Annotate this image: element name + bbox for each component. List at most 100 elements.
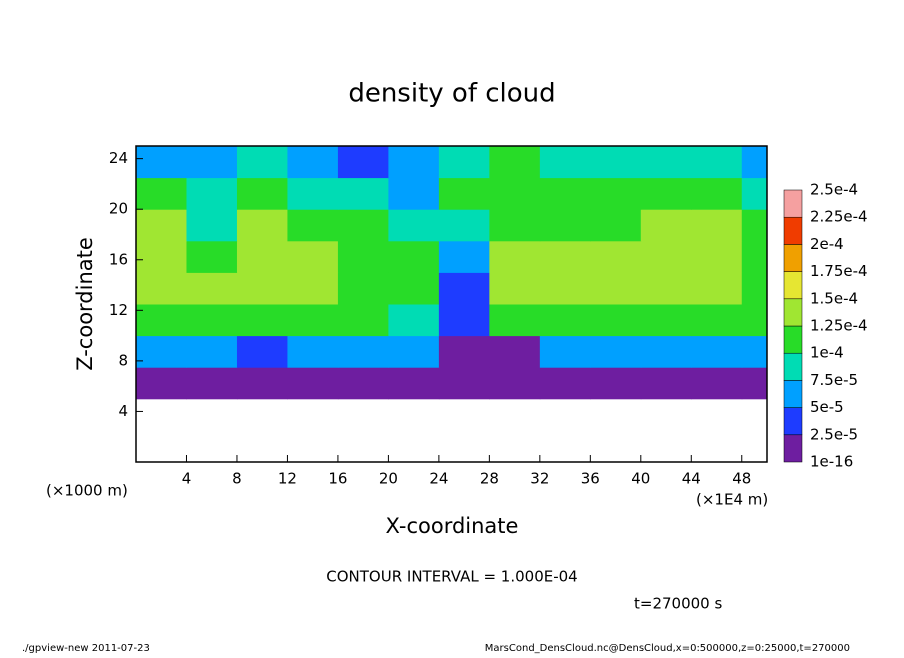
cell [388,146,440,179]
x-tick-label: 16 [328,470,347,488]
cell [438,335,490,368]
colorbar-label: 2e-4 [810,235,844,253]
cell [186,177,238,210]
x-tick-label: 4 [182,470,192,488]
cell [186,209,238,242]
cell [590,272,642,305]
cell [186,240,238,273]
cell [590,146,642,179]
x-tick-label: 8 [232,470,242,488]
cell [287,209,339,242]
colorbar-label: 1e-4 [810,344,844,362]
cell [741,146,768,179]
cell [136,272,187,305]
cell [691,146,743,179]
x-tick-label: 36 [581,470,600,488]
cell [136,209,187,242]
cell [741,304,768,337]
colorbar-label: 2.5e-5 [810,425,858,443]
cell [136,177,187,210]
cell [640,272,692,305]
time-note: t=270000 s [634,595,722,613]
y-tick-label: 8 [118,351,128,369]
colorbar-box [783,325,803,354]
cell [287,272,339,305]
cell [337,272,389,305]
cell [691,335,743,368]
y-axis-label: Z-coordinate [73,237,97,371]
cell [136,367,187,400]
cell [236,177,288,210]
cell [236,304,288,337]
colorbar-label: 2.25e-4 [810,208,868,226]
cell [741,335,768,368]
cell [337,146,389,179]
cell [136,304,187,337]
colorbar-label: 7.5e-5 [810,371,858,389]
colorbar-box [783,189,803,218]
cell [539,367,591,400]
y-tick-label: 20 [109,200,128,218]
cell [691,367,743,400]
cell [236,367,288,400]
cell [741,209,768,242]
cell [337,367,389,400]
cell [590,335,642,368]
cell [438,272,490,305]
cell [136,146,187,179]
colorbar-box [783,244,803,272]
x-tick-label: 28 [480,470,499,488]
x-tick-label: 12 [278,470,297,488]
y-tick-label: 12 [109,301,128,319]
cell [691,240,743,273]
cell [287,304,339,337]
cell [388,335,440,368]
colorbar-label: 1.25e-4 [810,317,868,335]
cell [691,304,743,337]
cell [236,240,288,273]
cell [691,272,743,305]
cell [590,367,642,400]
cell [337,240,389,273]
cell [438,240,490,273]
cell [539,335,591,368]
cell [337,177,389,210]
cell [287,335,339,368]
x-tick-label: 24 [429,470,448,488]
footer-left: ./gpview-new 2011-07-23 [22,643,150,654]
cell [438,177,490,210]
x-tick-label: 20 [379,470,398,488]
x-unit: (×1E4 m) [696,491,768,509]
cell [489,146,541,179]
cell [388,177,440,210]
cell [388,240,440,273]
cell [438,304,490,337]
plot-frame [135,145,768,463]
cell [236,209,288,242]
cell [186,304,238,337]
cell [539,272,591,305]
cell [640,146,692,179]
cell [640,177,692,210]
cell [539,177,591,210]
cell [741,177,768,210]
colorbar-box [783,434,803,463]
chart-title: density of cloud [348,79,555,109]
cell [186,272,238,305]
cell [489,272,541,305]
cell [438,209,490,242]
cell [438,146,490,179]
x-tick-label: 44 [682,470,701,488]
cell [539,304,591,337]
colorbar-label: 1.5e-4 [810,289,858,307]
y-tick-label: 24 [109,149,128,167]
cell [287,146,339,179]
cell [388,272,440,305]
cell [590,240,642,273]
footer-right: MarsCond_DensCloud.nc@DensCloud,x=0:5000… [485,643,850,654]
cell [590,304,642,337]
cell [136,240,187,273]
colorbar-box [783,352,803,381]
cell [640,367,692,400]
cell [236,335,288,368]
